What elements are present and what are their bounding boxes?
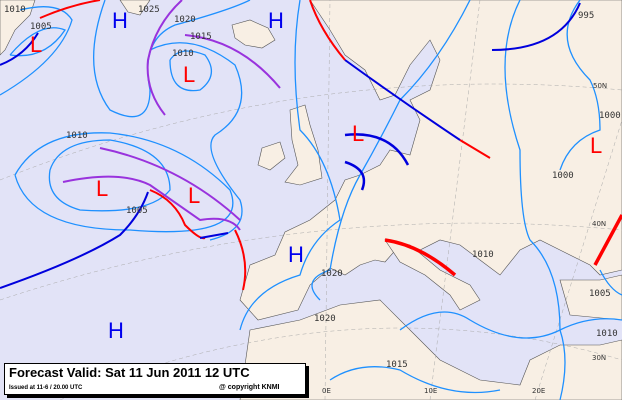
low-pressure-label: L	[188, 183, 200, 208]
isobar-label: 1010	[4, 5, 26, 15]
isobar-label: 1000	[599, 111, 621, 121]
grid-label: 30N	[592, 354, 606, 362]
cold-front	[491, 2, 581, 51]
warm-front	[459, 139, 491, 159]
isobar-label: 1010	[596, 329, 618, 339]
grid-label: 40N	[592, 220, 606, 228]
great-britain	[284, 104, 323, 186]
cold-front	[199, 232, 229, 239]
turkey	[559, 274, 622, 321]
low-pressure-label: L	[352, 121, 364, 146]
isobar-label: 1005	[30, 22, 52, 32]
low-pressure-label: L	[183, 62, 195, 87]
copyright-text: @ copyright KNMI	[219, 384, 280, 391]
grid-label: 0E	[322, 387, 331, 395]
warm-front	[384, 238, 457, 277]
low-pressure-label: L	[590, 133, 602, 158]
ireland	[257, 141, 286, 171]
isobar-label: 1025	[138, 5, 160, 15]
isobar-label: 1020	[174, 15, 196, 25]
warm-front	[39, 0, 101, 19]
warm-front	[593, 214, 622, 266]
isobar-label: 1010	[472, 250, 494, 260]
grid-label: 10E	[424, 387, 437, 395]
isobar-label: 995	[578, 11, 594, 21]
forecast-valid-title: Forecast Valid: Sat 11 Jun 2011 12 UTC	[9, 365, 250, 380]
isobar-label: 1020	[321, 269, 343, 279]
isobar-label: 1000	[552, 171, 574, 181]
italy	[384, 239, 481, 311]
isobar-label: 1005	[589, 289, 611, 299]
isobar-label: 1010	[172, 49, 194, 59]
cold-front	[344, 160, 366, 191]
isobar-label: 1005	[126, 206, 148, 216]
iceland	[231, 19, 276, 49]
low-pressure-label: L	[30, 32, 42, 57]
occluded-front	[184, 34, 281, 89]
pressure-systems: L H H L L L L H H L	[30, 8, 602, 343]
occluded-front	[99, 147, 241, 221]
grid-labels: 50N 40N 30N 0E 10E 20E	[322, 82, 607, 395]
high-pressure-label: H	[268, 8, 284, 33]
high-pressure-label: H	[108, 318, 124, 343]
isobar-label: 1015	[386, 360, 408, 370]
fronts	[0, 0, 622, 291]
cold-front	[0, 32, 39, 66]
cold-front	[344, 59, 461, 141]
warm-front	[234, 229, 247, 291]
cold-front	[0, 191, 149, 289]
africa	[239, 299, 622, 400]
low-pressure-label: L	[96, 176, 108, 201]
occluded-front	[62, 175, 241, 231]
grid-label: 20E	[532, 387, 545, 395]
cold-front	[344, 133, 410, 166]
isobar-label: 1020	[314, 314, 336, 324]
isobar-labels: 1005 1010 1025 1020 1015 1010 1010 1005 …	[4, 5, 621, 370]
high-pressure-label: H	[112, 8, 128, 33]
isobar-label: 1015	[190, 32, 212, 42]
warm-front	[309, 0, 346, 61]
grid-label: 50N	[593, 82, 607, 90]
isobar-label: 1010	[66, 131, 88, 141]
forecast-legend-box: Forecast Valid: Sat 11 Jun 2011 12 UTC I…	[4, 363, 306, 395]
occluded-front	[146, 0, 183, 116]
issued-time: Issued at 11-6 / 20.00 UTC	[9, 385, 83, 391]
greenland-east	[119, 0, 151, 16]
high-pressure-label: H	[288, 242, 304, 267]
greenland	[0, 0, 36, 56]
